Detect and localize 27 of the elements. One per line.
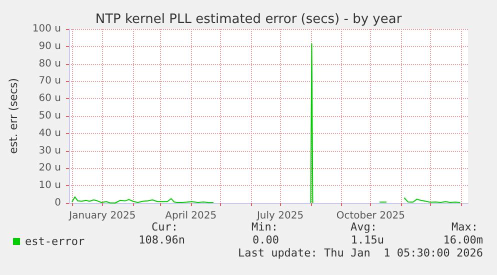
x-tick-label: January 2025 xyxy=(68,210,136,222)
text: 1.15u xyxy=(350,234,384,246)
text: 16.00m xyxy=(443,234,484,246)
y-tick-label: 30 u xyxy=(38,145,61,156)
y-tick-label: 40 u xyxy=(38,128,61,139)
y-tick-label: 0 xyxy=(54,198,61,208)
x-tick-label: April 2025 xyxy=(165,210,217,222)
x-tick-label: October 2025 xyxy=(336,210,406,222)
text: Last update: Thu Jan 1 05:30:00 2026 xyxy=(238,246,483,260)
y-tick-label: 20 u xyxy=(38,162,61,174)
y-tick-label: 90 u xyxy=(38,40,61,52)
y-axis-title: est. err (secs) xyxy=(7,78,20,154)
text: 108.96n xyxy=(138,234,185,246)
y-tick-label: 80 u xyxy=(38,58,61,70)
text: Cur: xyxy=(152,220,178,234)
text: 0.00 xyxy=(252,234,279,246)
text: Max: xyxy=(452,220,478,234)
text: Avg: xyxy=(350,220,377,234)
text: Min: xyxy=(252,220,278,234)
x-tick-label: July 2025 xyxy=(256,210,304,222)
y-tick-label: 50 u xyxy=(38,110,61,122)
chart-title: NTP kernel PLL estimated error (secs) - by year xyxy=(95,12,402,27)
y-tick-label: 70 u xyxy=(38,76,61,87)
legend-label: est-error xyxy=(25,235,85,248)
y-tick-label: 100 u xyxy=(32,24,61,34)
y-tick-label: 60 u xyxy=(38,93,61,104)
y-tick-label: 10 u xyxy=(38,180,61,192)
